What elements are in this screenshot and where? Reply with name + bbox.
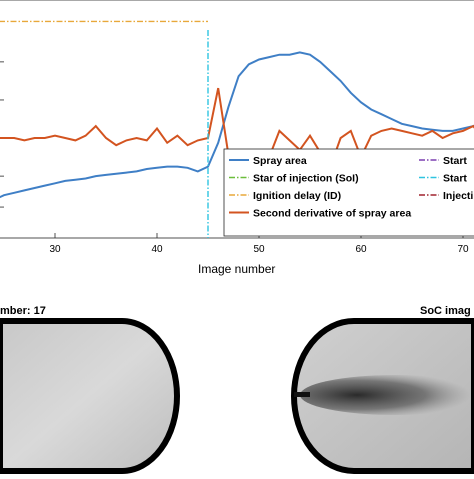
- legend-label: Start: [443, 155, 467, 167]
- x-tick-label: 60: [355, 244, 367, 255]
- legend-label: Star of injection (SoI): [253, 173, 359, 185]
- x-tick-label: 40: [151, 244, 163, 255]
- x-tick-label: 70: [457, 244, 469, 255]
- series-line: [0, 51, 474, 199]
- spray-plume: [300, 375, 474, 415]
- x-axis-label: Image number: [198, 262, 276, 276]
- right-panel-title: SoC imag: [420, 305, 471, 317]
- image-panel-right: [291, 318, 474, 474]
- legend-label: Spray area: [253, 155, 307, 167]
- spray-image-left: [0, 318, 180, 474]
- legend-label: Second derivative of spray area: [253, 208, 411, 220]
- image-panel-left: [0, 318, 180, 474]
- legend-label: Ignition delay (ID): [253, 190, 341, 202]
- legend: Spray area Star of injection (SoI) Ignitio…: [223, 148, 474, 237]
- x-tick-label: 30: [49, 244, 61, 255]
- injector-tip: [294, 392, 310, 397]
- legend-label: Start: [443, 173, 467, 185]
- left-panel-title: mber: 17: [0, 305, 46, 317]
- x-tick-label: 50: [253, 244, 265, 255]
- legend-items: Spray area Star of injection (SoI) Ignitio…: [229, 155, 473, 220]
- legend-label: Injecti: [443, 190, 473, 202]
- legend-box: [223, 148, 474, 237]
